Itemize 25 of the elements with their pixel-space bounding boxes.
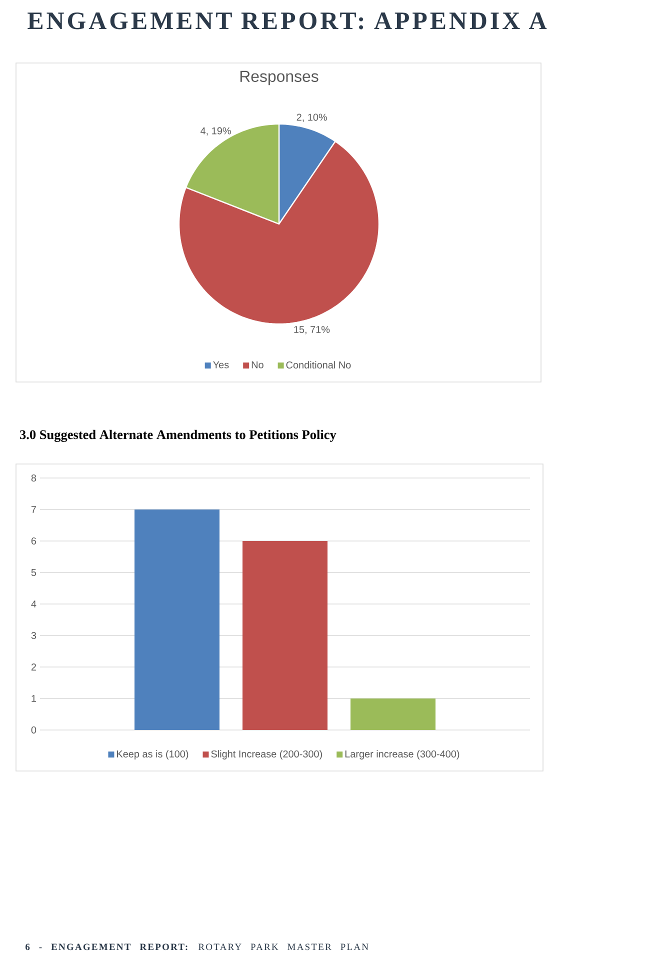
data-label: 4, 19% [200, 127, 231, 136]
bar [242, 540, 328, 730]
data-label: 15, 71% [294, 326, 330, 334]
legend-label: Conditional No [286, 361, 351, 368]
legend-label: Slight Increase (200-300) [211, 750, 322, 760]
legend-label: Yes [213, 361, 229, 368]
chart-title: Responses [240, 70, 318, 86]
data-label: 2, 10% [296, 114, 327, 122]
legend-label: Keep as is (100) [117, 750, 188, 760]
y-tick-label: 5 [31, 569, 36, 576]
bar [134, 509, 220, 730]
y-tick-label: 3 [31, 632, 36, 640]
y-tick-label: 7 [31, 506, 36, 513]
y-tick-label: 1 [32, 695, 36, 702]
y-tick-label: 0 [31, 726, 36, 734]
text: 6 - ENGAGEMENT REPORT: ROTARY PARK MASTER PLAN [26, 944, 368, 950]
legend-label: Larger increase (300-400) [345, 750, 460, 760]
text: ENGAGEMENT REPORT: APPENDIX A [28, 12, 547, 30]
y-tick-label: 4 [31, 600, 36, 608]
chart-title: 3.0 Suggested Alternate Amendments to Petitions Policy [20, 430, 336, 442]
y-tick-label: 8 [31, 474, 36, 482]
bar [350, 698, 436, 730]
y-tick-label: 6 [31, 537, 36, 545]
legend-label: No [252, 361, 264, 368]
y-tick-label: 2 [31, 664, 36, 670]
